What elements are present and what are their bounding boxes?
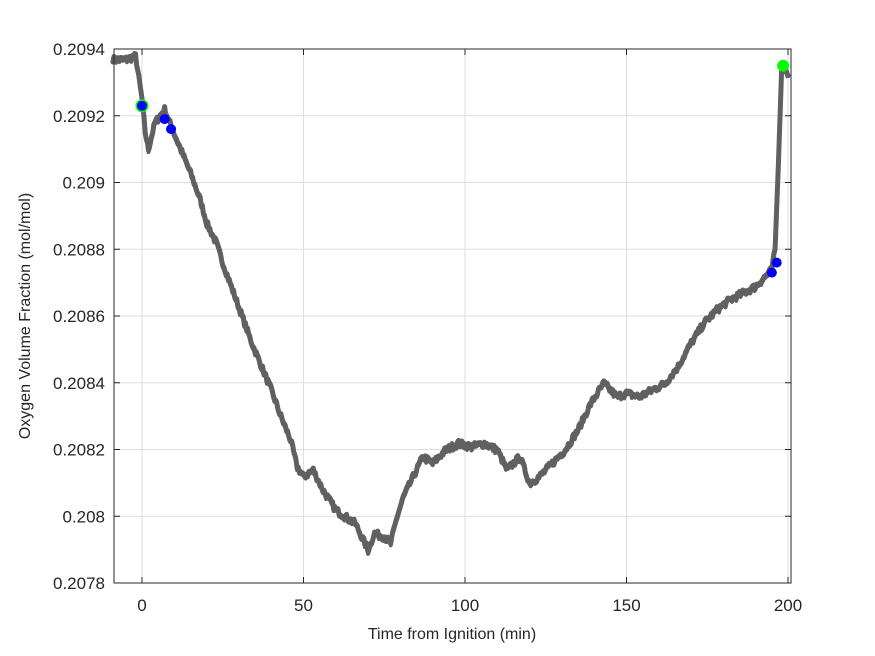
x-tick-label: 0 <box>137 596 146 615</box>
blue-marker <box>166 124 177 135</box>
y-tick-label: 0.2084 <box>53 374 105 393</box>
y-tick-label: 0.208 <box>62 507 105 526</box>
x-tick-label: 50 <box>294 596 313 615</box>
x-tick-label: 100 <box>451 596 479 615</box>
x-tick-label: 150 <box>612 596 640 615</box>
y-tick-label: 0.2082 <box>53 441 105 460</box>
x-axis-ticks: 0 50 100 150 200 <box>137 49 802 615</box>
data-trace <box>110 51 791 556</box>
y-tick-label: 0.2094 <box>53 40 105 59</box>
y-tick-label: 0.2088 <box>53 240 105 259</box>
y-axis-ticks: 0.2078 0.208 0.2082 0.2084 0.2086 0.2088 0.209… <box>53 40 791 593</box>
x-tick-label: 200 <box>774 596 802 615</box>
y-tick-label: 0.2092 <box>53 107 105 126</box>
blue-marker <box>771 257 782 268</box>
green-marker <box>777 59 790 72</box>
blue-marker <box>766 267 777 278</box>
blue-marker <box>137 100 147 111</box>
y-axis-label: Oxygen Volume Fraction (mol/mol) <box>17 193 34 439</box>
y-tick-label: 0.209 <box>62 174 105 193</box>
y-tick-label: 0.2078 <box>53 574 105 593</box>
data-markers <box>135 59 790 278</box>
x-axis-label: Time from Ignition (min) <box>368 626 536 643</box>
y-tick-label: 0.2086 <box>53 307 105 326</box>
blue-marker <box>159 114 170 125</box>
